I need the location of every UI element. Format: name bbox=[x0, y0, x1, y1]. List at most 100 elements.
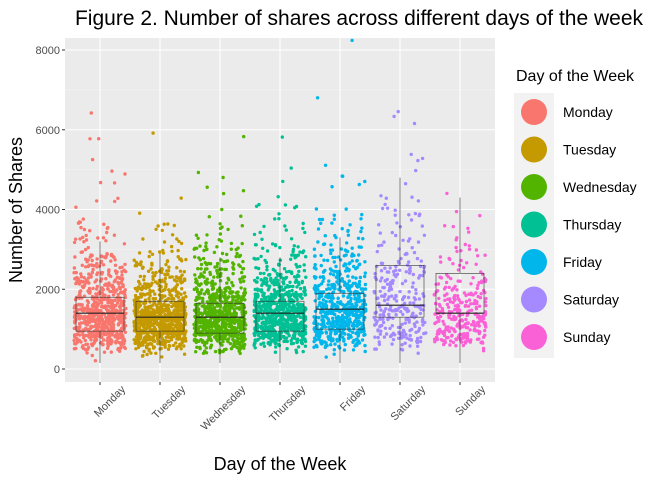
data-point bbox=[197, 326, 201, 330]
data-point bbox=[232, 303, 237, 307]
data-point bbox=[76, 277, 80, 281]
data-point bbox=[384, 307, 388, 311]
data-point bbox=[264, 319, 269, 324]
data-point bbox=[449, 326, 453, 330]
data-point bbox=[80, 263, 85, 267]
data-point bbox=[483, 253, 487, 257]
data-point bbox=[133, 286, 137, 291]
data-point bbox=[226, 337, 231, 341]
data-point bbox=[148, 250, 152, 254]
data-point bbox=[346, 268, 350, 272]
x-tick-label: Sunday bbox=[453, 383, 488, 418]
data-point bbox=[132, 329, 137, 333]
data-point bbox=[256, 266, 261, 271]
data-point bbox=[291, 284, 295, 289]
data-point bbox=[476, 283, 480, 287]
data-point bbox=[456, 268, 461, 272]
data-point bbox=[322, 310, 326, 314]
data-point bbox=[104, 304, 109, 308]
data-point bbox=[352, 327, 356, 331]
data-point bbox=[303, 330, 308, 335]
data-point bbox=[333, 233, 337, 238]
data-point bbox=[385, 270, 389, 274]
data-point bbox=[262, 305, 266, 309]
data-point bbox=[205, 185, 209, 189]
legend-key-icon bbox=[521, 249, 547, 275]
data-point bbox=[150, 252, 155, 256]
data-point bbox=[177, 302, 182, 306]
data-point bbox=[160, 332, 164, 336]
data-point bbox=[89, 111, 94, 115]
data-point bbox=[220, 343, 224, 347]
data-point bbox=[332, 320, 336, 324]
data-point bbox=[136, 342, 140, 346]
data-point bbox=[328, 299, 332, 304]
data-point bbox=[184, 339, 188, 343]
data-point bbox=[394, 313, 398, 317]
data-point bbox=[277, 212, 281, 216]
data-point bbox=[236, 325, 241, 330]
x-axis-title: Day of the Week bbox=[214, 454, 348, 474]
data-point bbox=[362, 332, 367, 337]
data-point bbox=[319, 221, 323, 225]
data-point bbox=[150, 263, 154, 267]
data-point bbox=[443, 293, 447, 298]
data-point bbox=[238, 277, 242, 281]
data-point bbox=[342, 264, 346, 268]
data-point bbox=[163, 312, 167, 317]
data-point bbox=[81, 235, 85, 240]
data-point bbox=[184, 295, 188, 299]
data-point bbox=[445, 191, 449, 196]
data-point bbox=[356, 339, 360, 343]
data-point bbox=[108, 338, 113, 342]
data-point bbox=[113, 263, 118, 267]
data-point bbox=[456, 309, 460, 313]
data-point bbox=[101, 342, 105, 347]
data-point bbox=[202, 248, 206, 253]
data-point bbox=[172, 331, 177, 336]
data-point bbox=[242, 305, 247, 310]
data-point bbox=[215, 304, 220, 308]
data-point bbox=[328, 272, 333, 276]
data-point bbox=[143, 293, 147, 297]
data-point bbox=[326, 317, 330, 321]
data-point bbox=[80, 284, 85, 289]
data-point bbox=[140, 321, 144, 325]
data-point bbox=[333, 342, 337, 346]
data-point bbox=[117, 285, 122, 290]
data-point bbox=[199, 262, 204, 267]
data-point bbox=[344, 207, 348, 211]
data-point bbox=[226, 304, 230, 308]
data-point bbox=[447, 285, 451, 290]
data-point bbox=[328, 248, 333, 252]
data-point bbox=[105, 309, 110, 314]
data-point bbox=[388, 326, 392, 331]
data-point bbox=[380, 206, 385, 211]
data-point bbox=[342, 348, 347, 352]
data-point bbox=[292, 244, 296, 248]
data-point bbox=[177, 320, 181, 324]
data-point bbox=[180, 287, 184, 291]
data-point bbox=[171, 343, 176, 348]
data-point bbox=[483, 328, 487, 333]
data-point bbox=[182, 270, 186, 274]
data-point bbox=[414, 330, 418, 334]
data-point bbox=[262, 224, 266, 229]
data-point bbox=[453, 284, 457, 289]
data-point bbox=[380, 261, 385, 266]
data-point bbox=[161, 248, 165, 253]
data-point bbox=[164, 335, 168, 339]
data-point bbox=[79, 272, 83, 276]
data-point bbox=[214, 292, 218, 296]
data-point bbox=[341, 174, 345, 178]
data-point bbox=[342, 337, 346, 341]
data-point bbox=[346, 288, 350, 292]
data-point bbox=[317, 292, 321, 296]
data-point bbox=[162, 240, 167, 244]
data-point bbox=[117, 282, 121, 286]
data-point bbox=[138, 211, 142, 215]
data-point bbox=[262, 271, 266, 276]
data-point bbox=[435, 315, 440, 320]
data-point bbox=[292, 275, 297, 279]
data-point bbox=[134, 347, 138, 351]
